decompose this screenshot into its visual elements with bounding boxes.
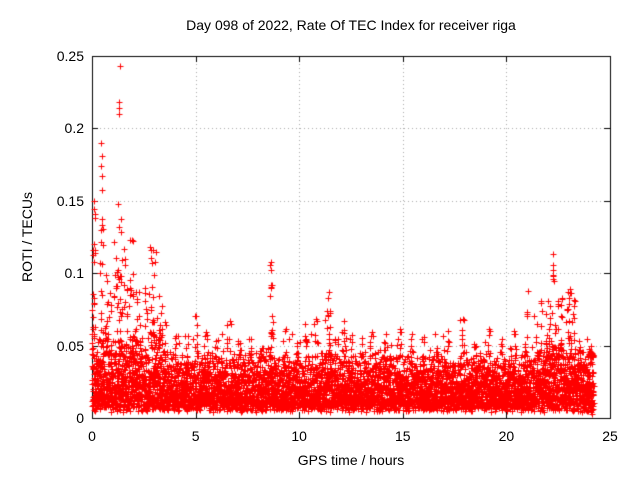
chart-title: Day 098 of 2022, Rate Of TEC Index for r… <box>186 17 516 33</box>
y-tick-label: 0.2 <box>64 120 84 137</box>
x-tick-label: 15 <box>395 428 411 444</box>
y-tick-label: 0.05 <box>56 337 84 354</box>
y-tick-label: 0 <box>76 410 84 426</box>
y-tick-label: 0.15 <box>56 192 84 209</box>
x-tick-label: 0 <box>88 428 96 444</box>
x-tick-label: 5 <box>191 428 200 444</box>
x-tick-label: 25 <box>602 428 618 444</box>
x-tick-label: 10 <box>291 428 307 444</box>
x-tick-label: 20 <box>498 428 515 444</box>
y-tick-label: 0.25 <box>56 48 84 64</box>
x-axis-label: GPS time / hours <box>297 452 405 468</box>
y-tick-label: 0.1 <box>64 265 84 282</box>
